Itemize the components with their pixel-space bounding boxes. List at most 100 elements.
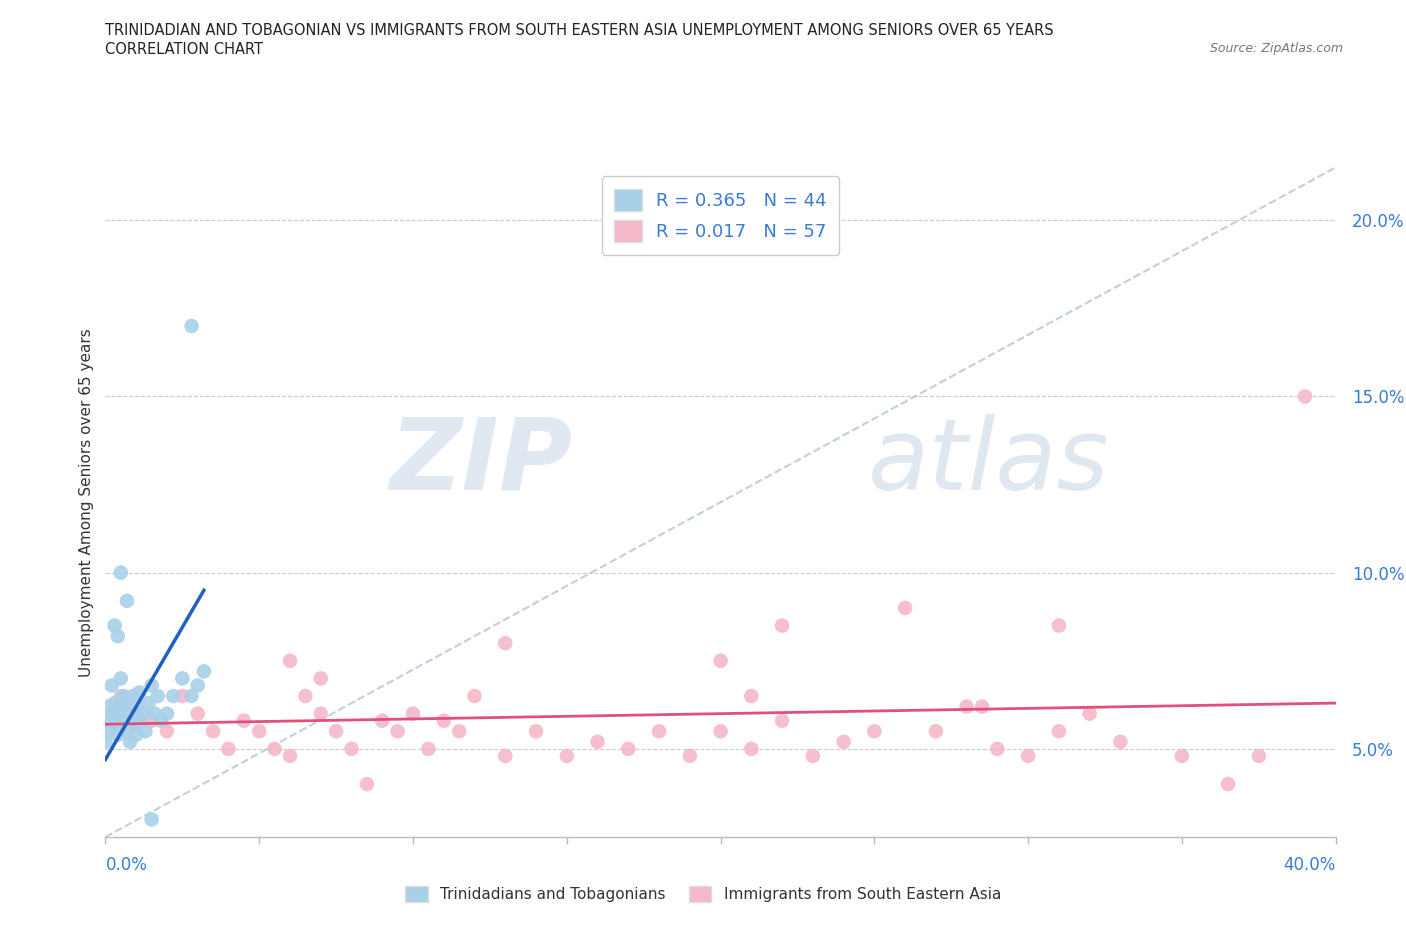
Point	[956, 699, 979, 714]
Point	[340, 741, 363, 756]
Text: TRINIDADIAN AND TOBAGONIAN VS IMMIGRANTS FROM SOUTH EASTERN ASIA UNEMPLOYMENT AM: TRINIDADIAN AND TOBAGONIAN VS IMMIGRANTS…	[105, 23, 1054, 38]
Point	[156, 706, 179, 721]
Point	[770, 618, 793, 633]
Point	[586, 735, 609, 750]
Text: 0.0%: 0.0%	[105, 856, 148, 873]
Point	[107, 629, 129, 644]
Point	[325, 724, 347, 738]
Point	[115, 593, 138, 608]
Point	[128, 713, 150, 728]
Point	[115, 724, 138, 738]
Point	[180, 688, 202, 703]
Point	[617, 741, 640, 756]
Point	[149, 713, 172, 728]
Point	[94, 713, 117, 728]
Point	[97, 699, 120, 714]
Point	[449, 724, 471, 738]
Point	[801, 749, 824, 764]
Point	[863, 724, 886, 738]
Point	[710, 724, 733, 738]
Point	[125, 699, 148, 714]
Point	[1078, 706, 1101, 721]
Point	[141, 678, 163, 693]
Point	[162, 688, 184, 703]
Text: atlas: atlas	[869, 414, 1109, 511]
Point	[122, 688, 145, 703]
Point	[94, 735, 117, 750]
Point	[110, 688, 132, 703]
Point	[309, 671, 332, 685]
Point	[832, 735, 855, 750]
Point	[125, 706, 148, 721]
Point	[180, 319, 202, 334]
Point	[524, 724, 547, 738]
Point	[494, 636, 516, 651]
Point	[134, 724, 156, 738]
Point	[1109, 735, 1132, 750]
Point	[970, 699, 993, 714]
Point	[679, 749, 702, 764]
Point	[1294, 389, 1316, 404]
Point	[131, 706, 153, 721]
Point	[278, 749, 301, 764]
Point	[110, 565, 132, 580]
Point	[120, 735, 141, 750]
Point	[122, 717, 145, 732]
Point	[143, 706, 166, 721]
Point	[110, 699, 132, 714]
Point	[263, 741, 285, 756]
Point	[925, 724, 948, 738]
Point	[107, 727, 129, 742]
Point	[112, 713, 135, 728]
Point	[740, 741, 762, 756]
Point	[247, 724, 270, 738]
Point	[1047, 618, 1070, 633]
Point	[770, 713, 793, 728]
Point	[464, 688, 486, 703]
Point	[104, 717, 127, 732]
Point	[115, 696, 138, 711]
Point	[387, 724, 409, 738]
Text: CORRELATION CHART: CORRELATION CHART	[105, 42, 263, 57]
Point	[138, 696, 160, 711]
Legend: Trinidadians and Tobagonians, Immigrants from South Eastern Asia: Trinidadians and Tobagonians, Immigrants…	[399, 880, 1007, 909]
Point	[193, 664, 215, 679]
Point	[1247, 749, 1270, 764]
Y-axis label: Unemployment Among Seniors over 65 years: Unemployment Among Seniors over 65 years	[79, 328, 94, 677]
Point	[740, 688, 762, 703]
Point	[172, 671, 194, 685]
Point	[172, 688, 194, 703]
Point	[112, 688, 135, 703]
Point	[187, 706, 209, 721]
Point	[107, 706, 129, 721]
Text: Source: ZipAtlas.com: Source: ZipAtlas.com	[1209, 42, 1343, 55]
Point	[371, 713, 394, 728]
Point	[100, 678, 122, 693]
Point	[100, 706, 122, 721]
Point	[120, 706, 141, 721]
Point	[141, 713, 163, 728]
Point	[110, 671, 132, 685]
Point	[278, 654, 301, 669]
Point	[104, 618, 127, 633]
Point	[494, 749, 516, 764]
Point	[294, 688, 316, 703]
Point	[986, 741, 1008, 756]
Point	[128, 685, 150, 700]
Point	[309, 706, 332, 721]
Point	[97, 724, 120, 738]
Point	[1047, 724, 1070, 738]
Point	[156, 724, 179, 738]
Point	[710, 654, 733, 669]
Point	[141, 812, 163, 827]
Point	[104, 696, 127, 711]
Point	[202, 724, 225, 738]
Point	[1017, 749, 1039, 764]
Text: ZIP: ZIP	[389, 414, 574, 511]
Text: 40.0%: 40.0%	[1284, 856, 1336, 873]
Point	[1216, 777, 1239, 791]
Point	[110, 721, 132, 736]
Point	[648, 724, 671, 738]
Point	[232, 713, 254, 728]
Point	[218, 741, 240, 756]
